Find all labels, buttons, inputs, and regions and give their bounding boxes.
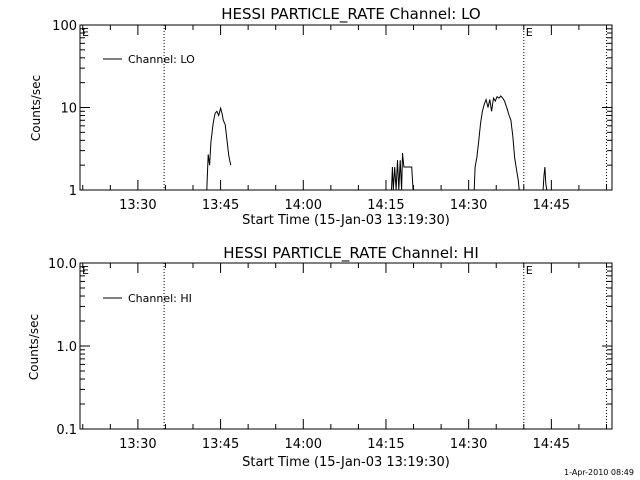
hi-x-tick-label: 14:30 xyxy=(450,437,487,452)
lo-y-axis-label: Counts/sec xyxy=(29,75,43,141)
footer-timestamp: 1-Apr-2010 08:49 xyxy=(564,468,634,477)
hi-y-ticks: 0.1 1.0 10.0 xyxy=(48,257,612,438)
hi-x-axis-label: Start Time (15-Jan-03 13:19:30) xyxy=(242,455,450,470)
hi-legend-label: Channel: HI xyxy=(128,292,192,305)
hi-event-markers: E xyxy=(163,263,607,429)
lo-y-tick-label: 1 xyxy=(69,184,77,199)
hi-y-axis-label: Counts/sec xyxy=(27,314,41,380)
lo-legend-label: Channel: LO xyxy=(128,53,195,66)
lo-channel-panel: HESSI PARTICLE_RATE Channel: LO Counts/s… xyxy=(29,5,613,228)
hi-y-tick-label: 0.1 xyxy=(56,423,77,438)
hi-x-tick-label: 13:30 xyxy=(119,437,156,452)
hi-panel-title: HESSI PARTICLE_RATE Channel: HI xyxy=(223,244,479,263)
hi-y-tick-label: 10.0 xyxy=(48,257,77,272)
lo-y-ticks: 1 10 100 xyxy=(52,19,612,199)
lo-series xyxy=(206,95,548,191)
hi-x-tick-label: 14:15 xyxy=(367,437,404,452)
hi-y-tick-label: 1.0 xyxy=(56,340,77,355)
hi-channel-panel: HESSI PARTICLE_RATE Channel: HI Counts/s… xyxy=(27,244,613,470)
hi-x-tick-label: 14:00 xyxy=(285,437,322,452)
lo-x-tick-label: 14:00 xyxy=(285,198,322,213)
hi-corner-e-label: E xyxy=(82,264,89,277)
lo-x-tick-label: 14:30 xyxy=(450,198,487,213)
lo-data-line xyxy=(391,153,414,191)
hi-event-marker-label: E xyxy=(526,264,533,277)
lo-x-tick-label: 13:45 xyxy=(202,198,239,213)
lo-x-tick-label: 14:15 xyxy=(367,198,404,213)
lo-data-line xyxy=(206,106,232,191)
lo-event-markers: E xyxy=(163,25,607,190)
lo-y-tick-label: 10 xyxy=(60,102,77,117)
lo-x-ticks: 13:30 13:45 14:00 14:15 14:30 14:45 xyxy=(82,25,607,213)
lo-data-line xyxy=(473,95,520,191)
hi-x-tick-label: 13:45 xyxy=(202,437,239,452)
hi-x-ticks: 13:30 13:45 14:00 14:15 14:30 14:45 xyxy=(82,263,607,452)
lo-x-tick-label: 13:30 xyxy=(119,198,156,213)
lo-data-line xyxy=(542,166,548,191)
lo-panel-title: HESSI PARTICLE_RATE Channel: LO xyxy=(221,5,480,24)
lo-x-tick-label: 14:45 xyxy=(533,198,570,213)
hi-x-tick-label: 14:45 xyxy=(533,437,570,452)
lo-y-tick-label: 100 xyxy=(52,19,77,34)
lo-corner-e-label: E xyxy=(82,26,89,39)
lo-event-marker-label: E xyxy=(526,26,533,39)
lo-x-axis-label: Start Time (15-Jan-03 13:19:30) xyxy=(242,213,450,228)
